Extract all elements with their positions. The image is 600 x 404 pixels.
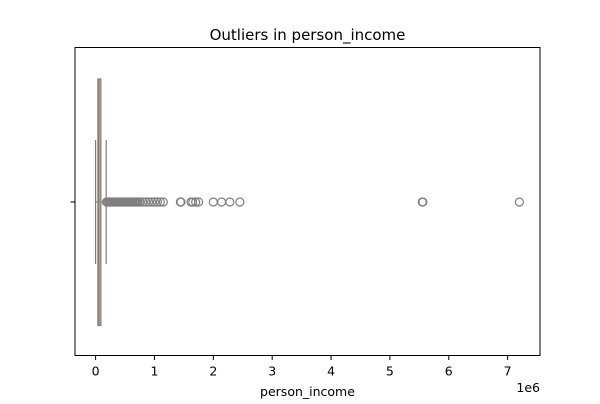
outlier-point (155, 197, 165, 207)
x-tick-label: 5 (386, 364, 394, 379)
outlier-point (418, 197, 428, 207)
outlier-point (143, 197, 154, 207)
x-axis: 0 1 2 3 4 5 6 7 (92, 355, 512, 379)
outlier-point (152, 197, 163, 207)
outlier-point (194, 197, 204, 207)
outlier-point (138, 197, 148, 207)
chart-title: Outliers in person_income (210, 26, 406, 45)
outlier-point (225, 197, 235, 207)
outlier-point (141, 197, 151, 207)
x-tick-label: 0 (92, 364, 100, 379)
x-tick-label: 2 (209, 364, 217, 379)
x-tick-label: 7 (504, 364, 512, 379)
x-axis-offset-label: 1e6 (516, 380, 540, 395)
outlier-point (235, 197, 245, 207)
x-tick-label: 4 (327, 364, 335, 379)
outlier-point (149, 197, 160, 207)
x-tick-label: 6 (445, 364, 453, 379)
outlier-point (146, 197, 157, 207)
outlier-point (135, 197, 145, 207)
outlier-point (176, 197, 186, 207)
x-tick-label: 1 (150, 364, 158, 379)
x-axis-label: person_income (260, 384, 355, 399)
outlier-point (158, 197, 168, 207)
outlier-point (191, 197, 201, 207)
plot-marks (95, 78, 524, 327)
x-tick-label: 3 (268, 364, 276, 379)
outlier-point (514, 197, 524, 207)
outlier-point (188, 197, 198, 207)
